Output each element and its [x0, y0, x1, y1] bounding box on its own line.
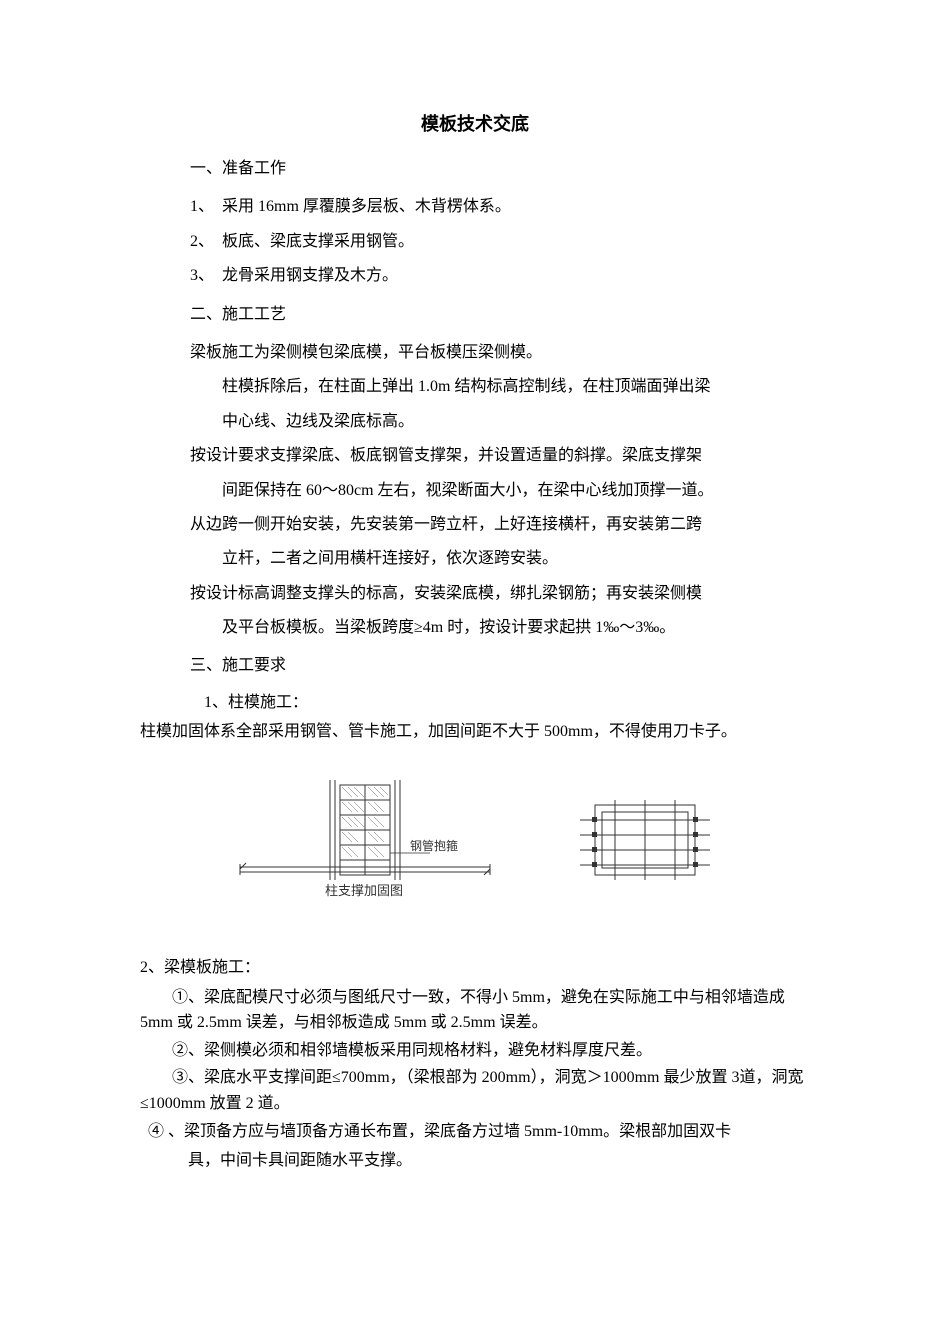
section2-step2-line1: 按设计要求支撑梁底、板底钢管支撑架，并设置适量的斜撑。梁底支撑架: [190, 441, 810, 471]
diagram-left: 钢管抱箍 柱支撑加固图: [230, 775, 510, 915]
section3-item2-point4-line2: 具，中间卡具间距随水平支撑。: [188, 1148, 810, 1174]
section3-item2-point2: ②、梁侧模必须和相邻墙模板采用同规格材料，避免材料厚度尺差。: [140, 1038, 810, 1064]
diagram-hoop-label: 钢管抱箍: [410, 838, 458, 853]
section1-item-1: 1、 采用 16mm 厚覆膜多层板、木背楞体系。: [190, 192, 810, 222]
section3-heading: 三、施工要求: [190, 651, 810, 681]
section2-step1-line2: 中心线、边线及梁底标高。: [222, 407, 810, 437]
section3-item2-point1: ①、梁底配模尺寸必须与图纸尺寸一致，不得小 5mm，避免在实际施工中与相邻墙造成…: [140, 985, 810, 1036]
section3-item2-point4-line1: ④ 、梁顶备方应与墙顶备方通长布置，梁底备方过墙 5mm-10mm。梁根部加固双…: [148, 1119, 810, 1145]
section3-item2-point3: ③、梁底水平支撑间距≤700mm，（梁根部为 200mm），洞宽＞1000mm …: [140, 1065, 810, 1116]
section2-step3-line2: 立杆，二者之间用横杆连接好，依次逐跨安装。: [222, 544, 810, 574]
section3-item1-text: 柱模加固体系全部采用钢管、管卡施工，加固间距不大于 500mm，不得使用刀卡子。: [140, 719, 810, 745]
section2-step4-line2: 及平台板模板。当梁板跨度≥4m 时，按设计要求起拱 1‰～3‰。: [222, 613, 810, 643]
document-title: 模板技术交底: [140, 110, 810, 136]
column-section-icon: [570, 790, 720, 900]
section1-item-2: 2、 板底、梁底支撑采用钢管。: [190, 227, 810, 257]
section3-item1-label: 1、柱模施工：: [204, 690, 810, 716]
section3-item2-label: 2、梁模板施工：: [140, 955, 810, 981]
section1-item-3: 3、 龙骨采用钢支撑及木方。: [190, 261, 810, 291]
section1-heading: 一、准备工作: [190, 154, 810, 184]
diagram-right: [570, 790, 720, 900]
section2-step2-line2: 间距保持在 60～80cm 左右，视梁断面大小，在梁中心线加顶撑一道。: [222, 476, 810, 506]
section2-step4-line1: 按设计标高调整支撑头的标高，安装梁底模，绑扎梁钢筋；再安装梁侧模: [190, 579, 810, 609]
diagram-block: 钢管抱箍 柱支撑加固图: [140, 775, 810, 915]
diagram-caption-text: 柱支撑加固图: [325, 883, 403, 898]
section2-step1-line1: 柱模拆除后，在柱面上弹出 1.0m 结构标高控制线，在柱顶端面弹出梁: [222, 372, 810, 402]
section2-heading: 二、施工工艺: [190, 300, 810, 330]
section2-step3-line1: 从边跨一侧开始安装，先安装第一跨立杆，上好连接横杆，再安装第二跨: [190, 510, 810, 540]
section2-intro: 梁板施工为梁侧模包梁底模，平台板模压梁侧模。: [190, 338, 810, 368]
column-plan-icon: 钢管抱箍 柱支撑加固图: [230, 775, 510, 915]
